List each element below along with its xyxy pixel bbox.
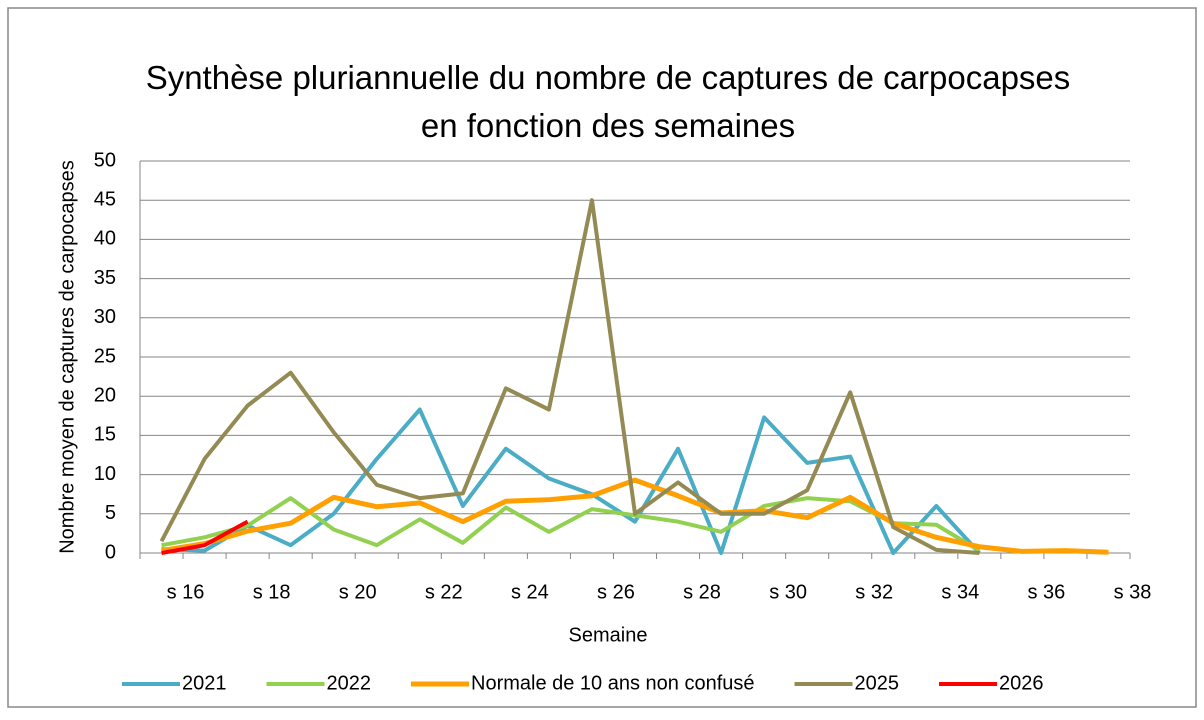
- legend-label: 2026: [999, 672, 1044, 694]
- x-tick-label: s 18: [253, 581, 291, 603]
- y-tick-label: 50: [94, 149, 116, 171]
- y-tick-label: 45: [94, 188, 116, 210]
- series-line: [159, 198, 980, 555]
- x-tick-label: s 32: [855, 581, 893, 603]
- legend: 2021 2022 Normale de 10 ans non confusé 202…: [122, 672, 1044, 694]
- y-tick-label: 0: [105, 541, 116, 563]
- x-tick-label: s 26: [597, 581, 635, 603]
- x-tick-label: s 28: [683, 581, 721, 603]
- x-tick-label: s 24: [511, 581, 549, 603]
- x-tick-label: s 30: [769, 581, 807, 603]
- y-tick-label: 25: [94, 345, 116, 367]
- y-tick-label: 15: [94, 424, 116, 446]
- legend-label: 2022: [327, 672, 372, 694]
- x-tick-label: s 16: [167, 581, 205, 603]
- y-tick-label: 20: [94, 384, 116, 406]
- x-tick-label: s 38: [1114, 581, 1152, 603]
- x-tick-label: s 34: [941, 581, 979, 603]
- legend-label: 2025: [855, 672, 900, 694]
- y-tick-label: 40: [94, 228, 116, 250]
- x-axis-label: Semaine: [569, 624, 648, 646]
- chart-title: Synthèse pluriannuelle du nombre de capt…: [146, 59, 1071, 144]
- y-tick-label: 35: [94, 267, 116, 289]
- x-tick-label: s 20: [339, 581, 377, 603]
- series-line: [161, 407, 981, 555]
- y-tick-label: 10: [94, 463, 116, 485]
- y-tick-label: 5: [105, 502, 116, 524]
- x-tick-label: s 36: [1027, 581, 1065, 603]
- legend-label: 2021: [182, 672, 227, 694]
- y-tick-label: 30: [94, 306, 116, 328]
- series-line: [161, 519, 249, 555]
- y-axis-label: Nombre moyen de captures de carpocapses: [56, 160, 78, 554]
- x-tick-label: s 22: [425, 581, 463, 603]
- series-line: [161, 477, 1109, 555]
- legend-label: Normale de 10 ans non confusé: [471, 672, 755, 694]
